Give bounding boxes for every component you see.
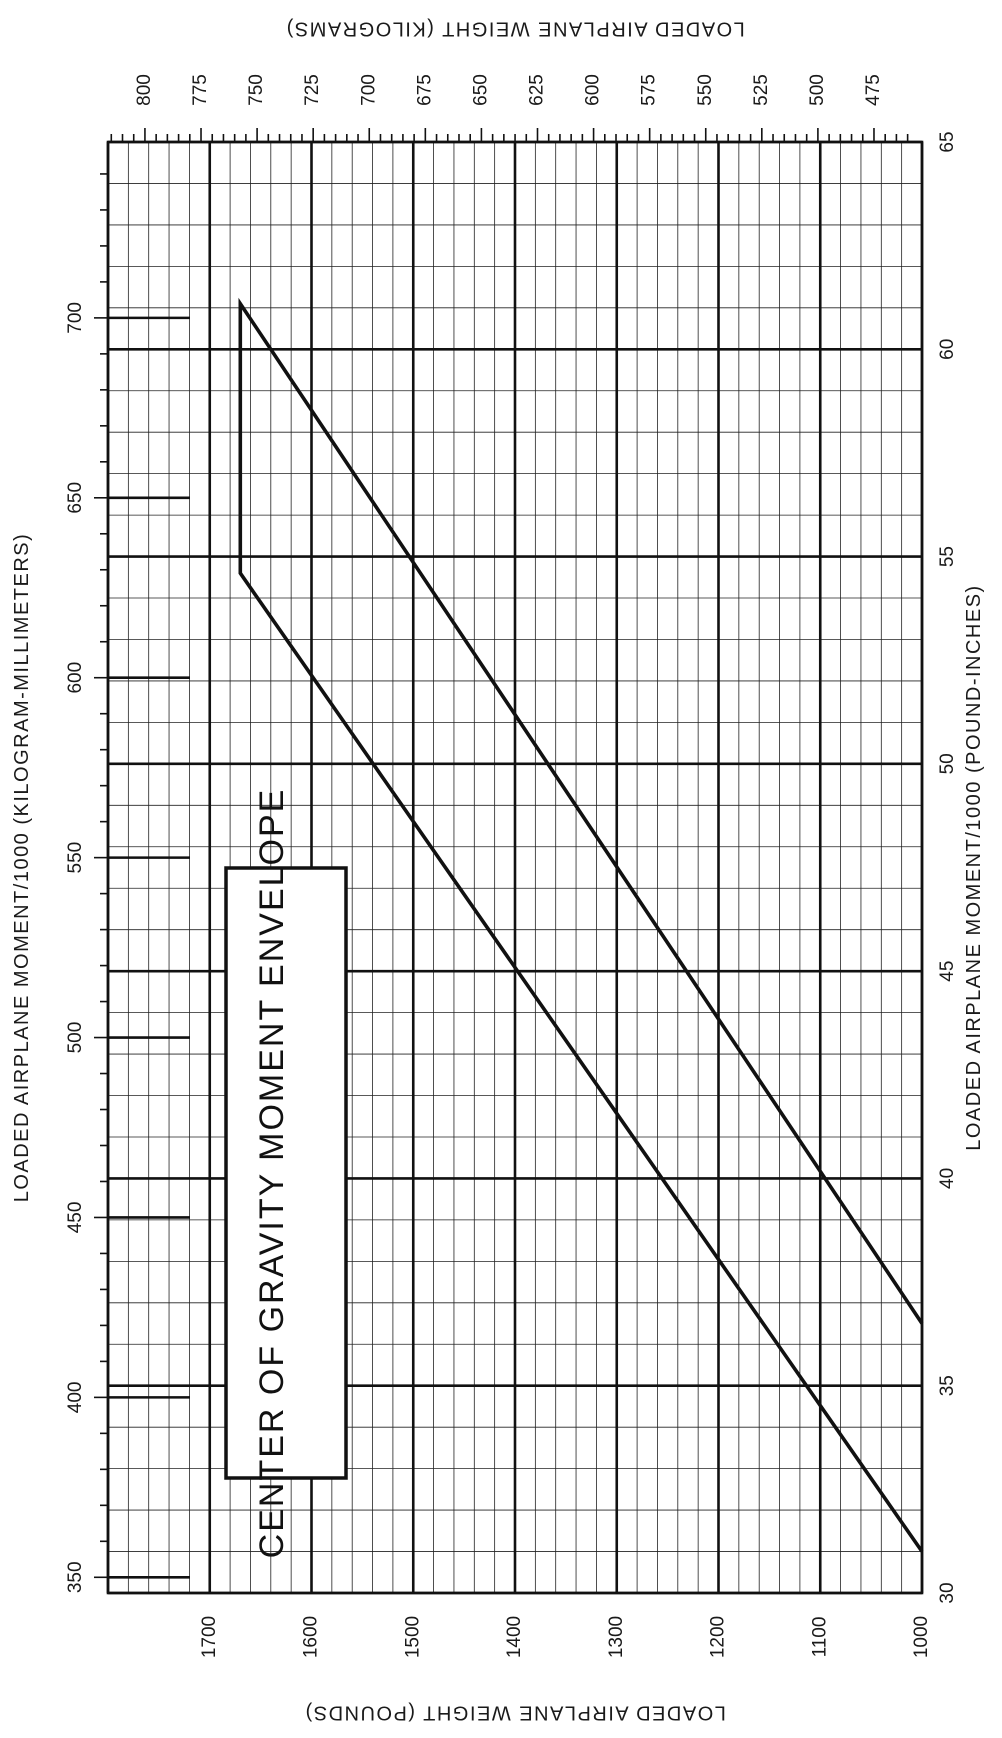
- weight-kg-tick-label: 650: [470, 74, 491, 106]
- moment-lbin-tick-label: 40: [937, 1168, 958, 1189]
- weight-lb-tick-label: 1100: [809, 1617, 830, 1658]
- tick-labels: 30 35 40 45 50 55 60 65 1000 1100 1200 1300 1400 1500…: [65, 74, 958, 1658]
- envelope-series-line: [238, 297, 924, 1553]
- moment-kgmm-tick-label: 500: [65, 1022, 86, 1054]
- weight-kg-tick-label: 750: [246, 74, 267, 106]
- title-box: CENTER OF GRAVITY MOMENT ENVELOPE: [224, 788, 348, 1559]
- weight-kg-tick-label: 800: [134, 74, 155, 106]
- moment-kgmm-tick-label: 400: [65, 1382, 86, 1414]
- moment-lbin-tick-label: 35: [937, 1375, 958, 1396]
- weight-kg-tick-label: 550: [695, 74, 716, 106]
- moment-kgmm-tick-label: 650: [65, 482, 86, 514]
- moment-lbin-tick-label: 65: [937, 131, 958, 152]
- weight-kg-tick-label: 625: [527, 74, 548, 106]
- right-axis-title: LOADED AIRPLANE MOMENT/1000 (POUND-INCHE…: [963, 584, 985, 1150]
- moment-kgmm-tick-label: 450: [65, 1202, 86, 1234]
- moment-kgmm-tick-label: 600: [65, 662, 86, 694]
- title-box-frame: [224, 866, 348, 1480]
- weight-kg-tick-label: 700: [358, 74, 379, 106]
- weight-kg-tick-label: 500: [807, 74, 828, 106]
- weight-kg-tick-label: 775: [190, 74, 211, 106]
- weight-kg-tick-label: 675: [414, 74, 435, 106]
- weight-kg-tick-label: 575: [639, 74, 660, 106]
- left-axis-title: LOADED AIRPLANE MOMENT/1000 (KILOGRAM-MI…: [11, 533, 33, 1203]
- moment-lbin-tick-label: 55: [937, 546, 958, 567]
- weight-kg-tick-label: 475: [863, 74, 884, 106]
- moment-kgmm-tick-label: 700: [65, 302, 86, 334]
- weight-lb-tick-label: 1600: [301, 1616, 322, 1658]
- weight-lb-tick-label: 1000: [911, 1616, 932, 1658]
- edge-ticks: [94, 128, 909, 1579]
- weight-lb-tick-label: 1700: [199, 1616, 220, 1658]
- weight-kg-tick-label: 725: [302, 74, 323, 106]
- top-axis-title: LOADED AIRPLANE WEIGHT (KILOGRAMS): [285, 18, 745, 40]
- chart-title: CENTER OF GRAVITY MOMENT ENVELOPE: [253, 788, 291, 1559]
- weight-lb-tick-label: 1200: [708, 1616, 729, 1658]
- weight-lb-tick-label: 1500: [402, 1616, 423, 1658]
- bottom-axis-title: LOADED AIRPLANE WEIGHT (POUNDS): [304, 1702, 726, 1724]
- moment-lbin-tick-label: 30: [937, 1582, 958, 1603]
- moment-kgmm-tick-label: 350: [65, 1561, 86, 1593]
- weight-kg-tick-label: 600: [583, 74, 604, 106]
- weight-lb-tick-label: 1400: [504, 1616, 525, 1658]
- moment-lbin-tick-label: 45: [937, 961, 958, 982]
- weight-kg-tick-label: 525: [751, 74, 772, 106]
- moment-lbin-tick-label: 60: [937, 339, 958, 360]
- moment-lbin-tick-label: 50: [937, 753, 958, 774]
- moment-kgmm-tick-label: 550: [65, 842, 86, 874]
- weight-lb-tick-label: 1300: [606, 1616, 627, 1658]
